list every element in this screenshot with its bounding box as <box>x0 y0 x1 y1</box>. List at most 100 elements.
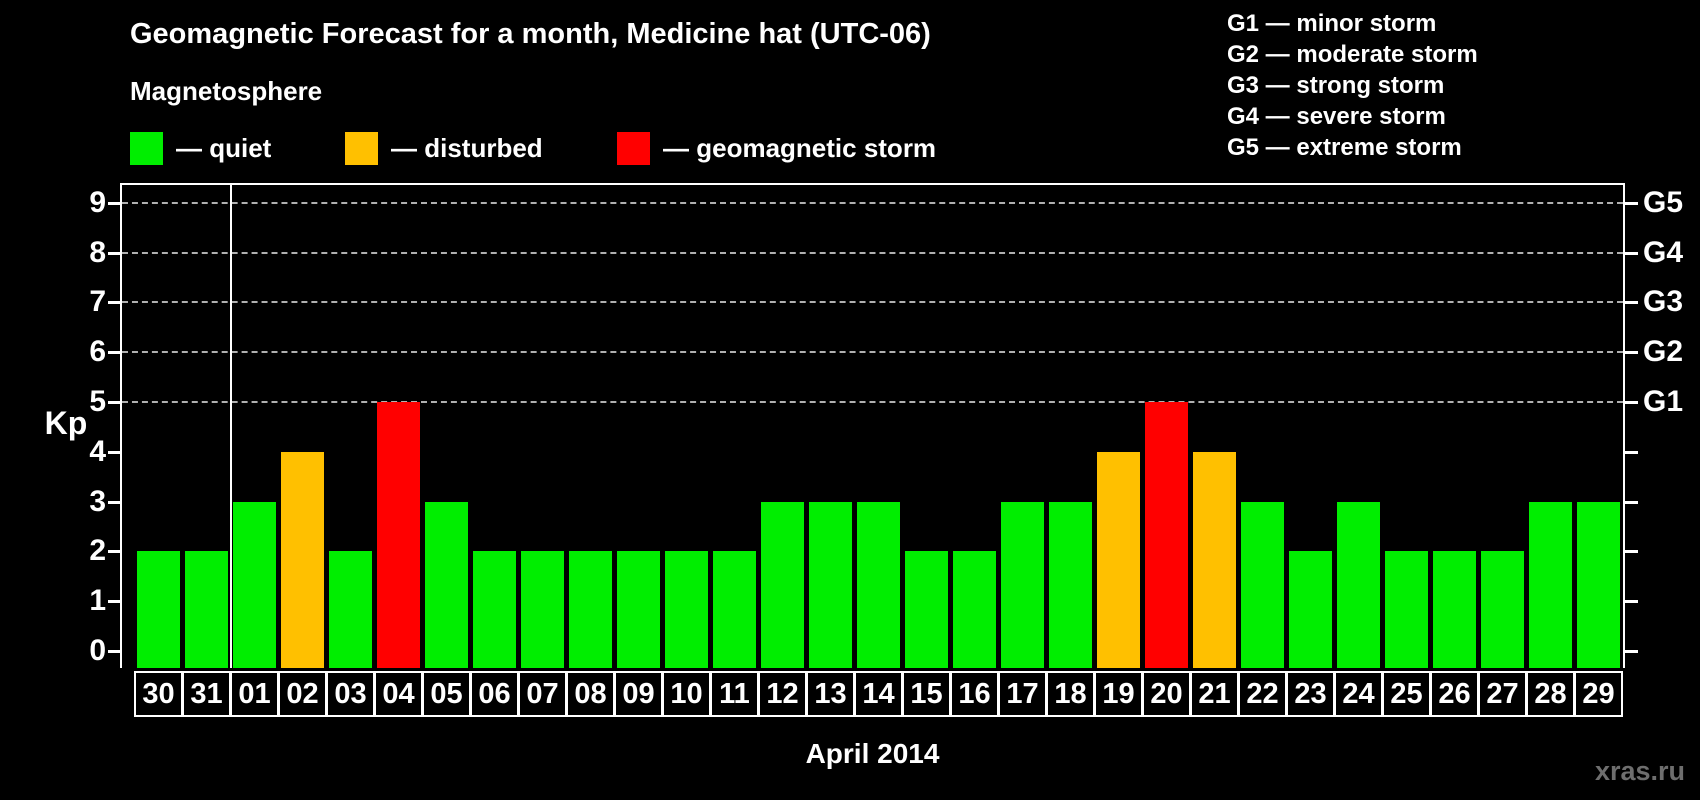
x-tick-label-02: 02 <box>278 671 327 717</box>
right-axis-label-G2: G2 <box>1643 335 1684 369</box>
right-axis-tick <box>1625 550 1638 554</box>
storm-color-swatch <box>617 132 650 165</box>
right-axis-tick <box>1625 251 1638 255</box>
x-tick-label-01: 01 <box>230 671 279 717</box>
bar-day-04 <box>377 402 420 668</box>
g-legend-line-3: G3 — strong storm <box>1227 72 1445 99</box>
page-title: Geomagnetic Forecast for a month, Medici… <box>130 18 931 50</box>
right-axis-label-G1: G1 <box>1643 385 1684 418</box>
y-tick-label-0: 0 <box>89 634 106 667</box>
x-tick-label-08: 08 <box>566 671 615 717</box>
x-tick-label-29: 29 <box>1574 671 1623 717</box>
bar-day-09 <box>617 551 660 668</box>
y-axis-tick <box>108 351 120 355</box>
y-axis-tick <box>108 401 120 404</box>
x-tick-label-14: 14 <box>854 671 903 717</box>
bar-day-28 <box>1529 501 1572 668</box>
g-legend-line-2: G2 — moderate storm <box>1227 41 1478 68</box>
bar-day-16 <box>953 551 996 668</box>
bar-day-13 <box>809 501 852 668</box>
y-axis-tick <box>108 251 120 255</box>
right-axis-label-G5: G5 <box>1643 185 1684 219</box>
x-tick-label-11: 11 <box>710 671 759 717</box>
y-axis-tick <box>108 301 120 305</box>
g-legend-line-5: G5 — extreme storm <box>1227 134 1462 161</box>
x-tick-label-24: 24 <box>1334 671 1383 717</box>
right-axis-tick <box>1625 351 1638 355</box>
bar-day-26 <box>1433 551 1476 668</box>
right-axis-tick <box>1625 500 1638 504</box>
month-separator-line <box>230 185 232 668</box>
y-tick-label-6: 6 <box>89 335 106 369</box>
x-tick-label-28: 28 <box>1526 671 1575 717</box>
bar-day-27 <box>1481 551 1524 668</box>
x-tick-label-09: 09 <box>614 671 663 717</box>
bar-day-01 <box>233 501 276 668</box>
x-tick-label-31: 31 <box>182 671 231 717</box>
gridline-kp9 <box>122 201 1623 204</box>
x-tick-label-18: 18 <box>1046 671 1095 717</box>
x-tick-label-21: 21 <box>1190 671 1239 717</box>
gridline-kp5 <box>122 401 1623 403</box>
legend-item-label: — quiet <box>176 133 272 163</box>
legend-item-disturbed: — disturbed <box>345 132 543 165</box>
gridline-kp7 <box>122 301 1623 304</box>
right-axis-tick <box>1625 450 1638 454</box>
legend-item-storm: — geomagnetic storm <box>617 132 936 165</box>
y-axis-tick <box>108 650 120 653</box>
x-tick-label-07: 07 <box>518 671 567 717</box>
x-tick-label-04: 04 <box>374 671 423 717</box>
bar-day-07 <box>521 551 564 668</box>
right-axis-label-G3: G3 <box>1643 285 1684 319</box>
y-tick-label-8: 8 <box>89 235 106 269</box>
bar-day-31 <box>185 551 228 668</box>
x-tick-label-16: 16 <box>950 671 999 717</box>
bar-day-03 <box>329 551 372 668</box>
bar-day-15 <box>905 551 948 668</box>
x-tick-label-05: 05 <box>422 671 471 717</box>
bar-day-14 <box>857 501 900 668</box>
bar-day-10 <box>665 551 708 668</box>
y-axis-tick <box>108 600 120 604</box>
g-scale-legend: G1 — minor storm G2 — moderate storm G3 — … <box>1227 8 1478 163</box>
right-axis-label-G4: G4 <box>1643 235 1684 269</box>
bar-day-20 <box>1145 402 1188 668</box>
x-axis-title: April 2014 <box>805 738 940 769</box>
x-tick-label-27: 27 <box>1478 671 1527 717</box>
legend-item-label: — disturbed <box>391 133 543 163</box>
x-tick-label-17: 17 <box>998 671 1047 717</box>
quiet-color-swatch <box>130 132 163 165</box>
y-tick-label-9: 9 <box>89 185 106 219</box>
x-tick-label-13: 13 <box>806 671 855 717</box>
g-legend-line-1: G1 — minor storm <box>1227 10 1437 37</box>
y-axis-tick <box>108 450 120 454</box>
right-axis-tick <box>1625 201 1638 205</box>
y-tick-label-7: 7 <box>89 285 106 319</box>
bar-day-12 <box>761 501 804 668</box>
watermark: xras.ru <box>1594 756 1685 786</box>
x-tick-label-20: 20 <box>1142 671 1191 717</box>
bar-day-22 <box>1241 501 1284 668</box>
bar-day-06 <box>473 551 516 668</box>
bar-day-30 <box>137 551 180 668</box>
x-tick-label-12: 12 <box>758 671 807 717</box>
x-tick-label-23: 23 <box>1286 671 1335 717</box>
y-axis-tick <box>108 201 120 205</box>
y-axis-tick <box>108 550 120 554</box>
x-tick-label-10: 10 <box>662 671 711 717</box>
y-tick-label-4: 4 <box>89 434 106 468</box>
bar-day-24 <box>1337 501 1380 668</box>
y-axis-tick <box>108 500 120 504</box>
bar-day-25 <box>1385 551 1428 668</box>
g-legend-line-4: G4 — severe storm <box>1227 103 1446 130</box>
bar-day-11 <box>713 551 756 668</box>
x-tick-label-22: 22 <box>1238 671 1287 717</box>
bar-day-08 <box>569 551 612 668</box>
bar-day-02 <box>281 451 324 668</box>
x-tick-label-03: 03 <box>326 671 375 717</box>
y-tick-label-3: 3 <box>89 484 106 518</box>
x-tick-label-30: 30 <box>134 671 183 717</box>
y-tick-label-1: 1 <box>89 584 106 618</box>
plot-inner <box>122 185 1623 668</box>
